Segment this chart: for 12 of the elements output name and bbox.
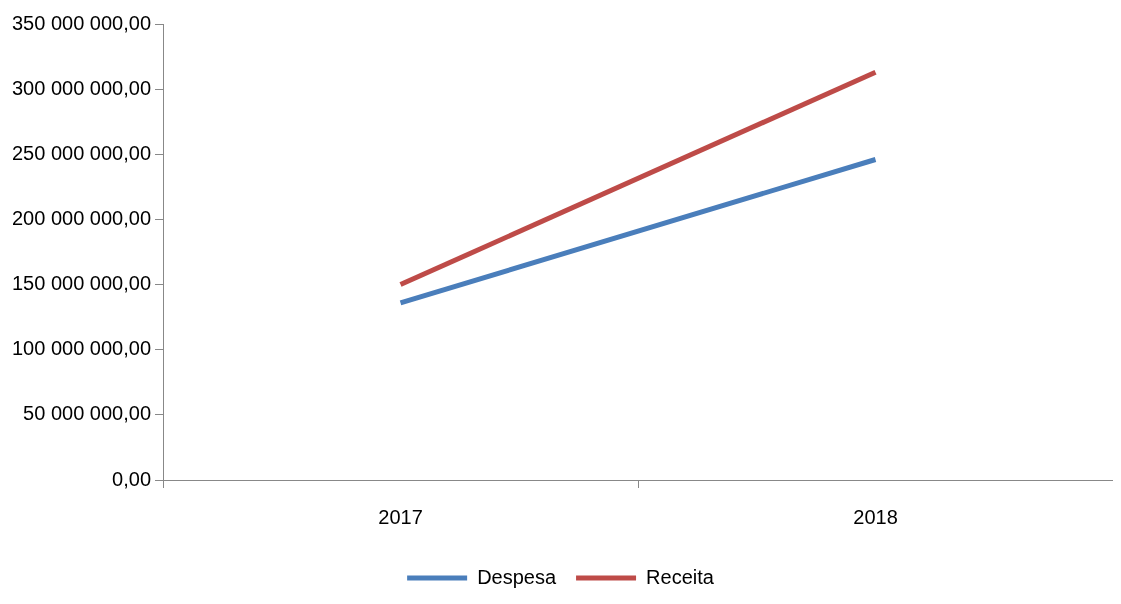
y-tick-label: 150 000 000,00 bbox=[11, 272, 152, 295]
y-tick-label: 300 000 000,00 bbox=[11, 76, 152, 99]
legend-label: Receita bbox=[646, 565, 715, 588]
y-tick-label: 100 000 000,00 bbox=[11, 337, 152, 360]
x-tick-label: 2018 bbox=[853, 505, 898, 528]
legend-label: Despesa bbox=[477, 565, 557, 588]
x-tick-label: 2017 bbox=[378, 505, 423, 528]
y-tick-label: 200 000 000,00 bbox=[11, 206, 152, 229]
y-tick-label: 350 000 000,00 bbox=[11, 11, 152, 34]
y-tick-label: 250 000 000,00 bbox=[11, 141, 152, 164]
y-tick-label: 50 000 000,00 bbox=[23, 402, 152, 425]
y-tick-label: 0,00 bbox=[112, 467, 152, 490]
